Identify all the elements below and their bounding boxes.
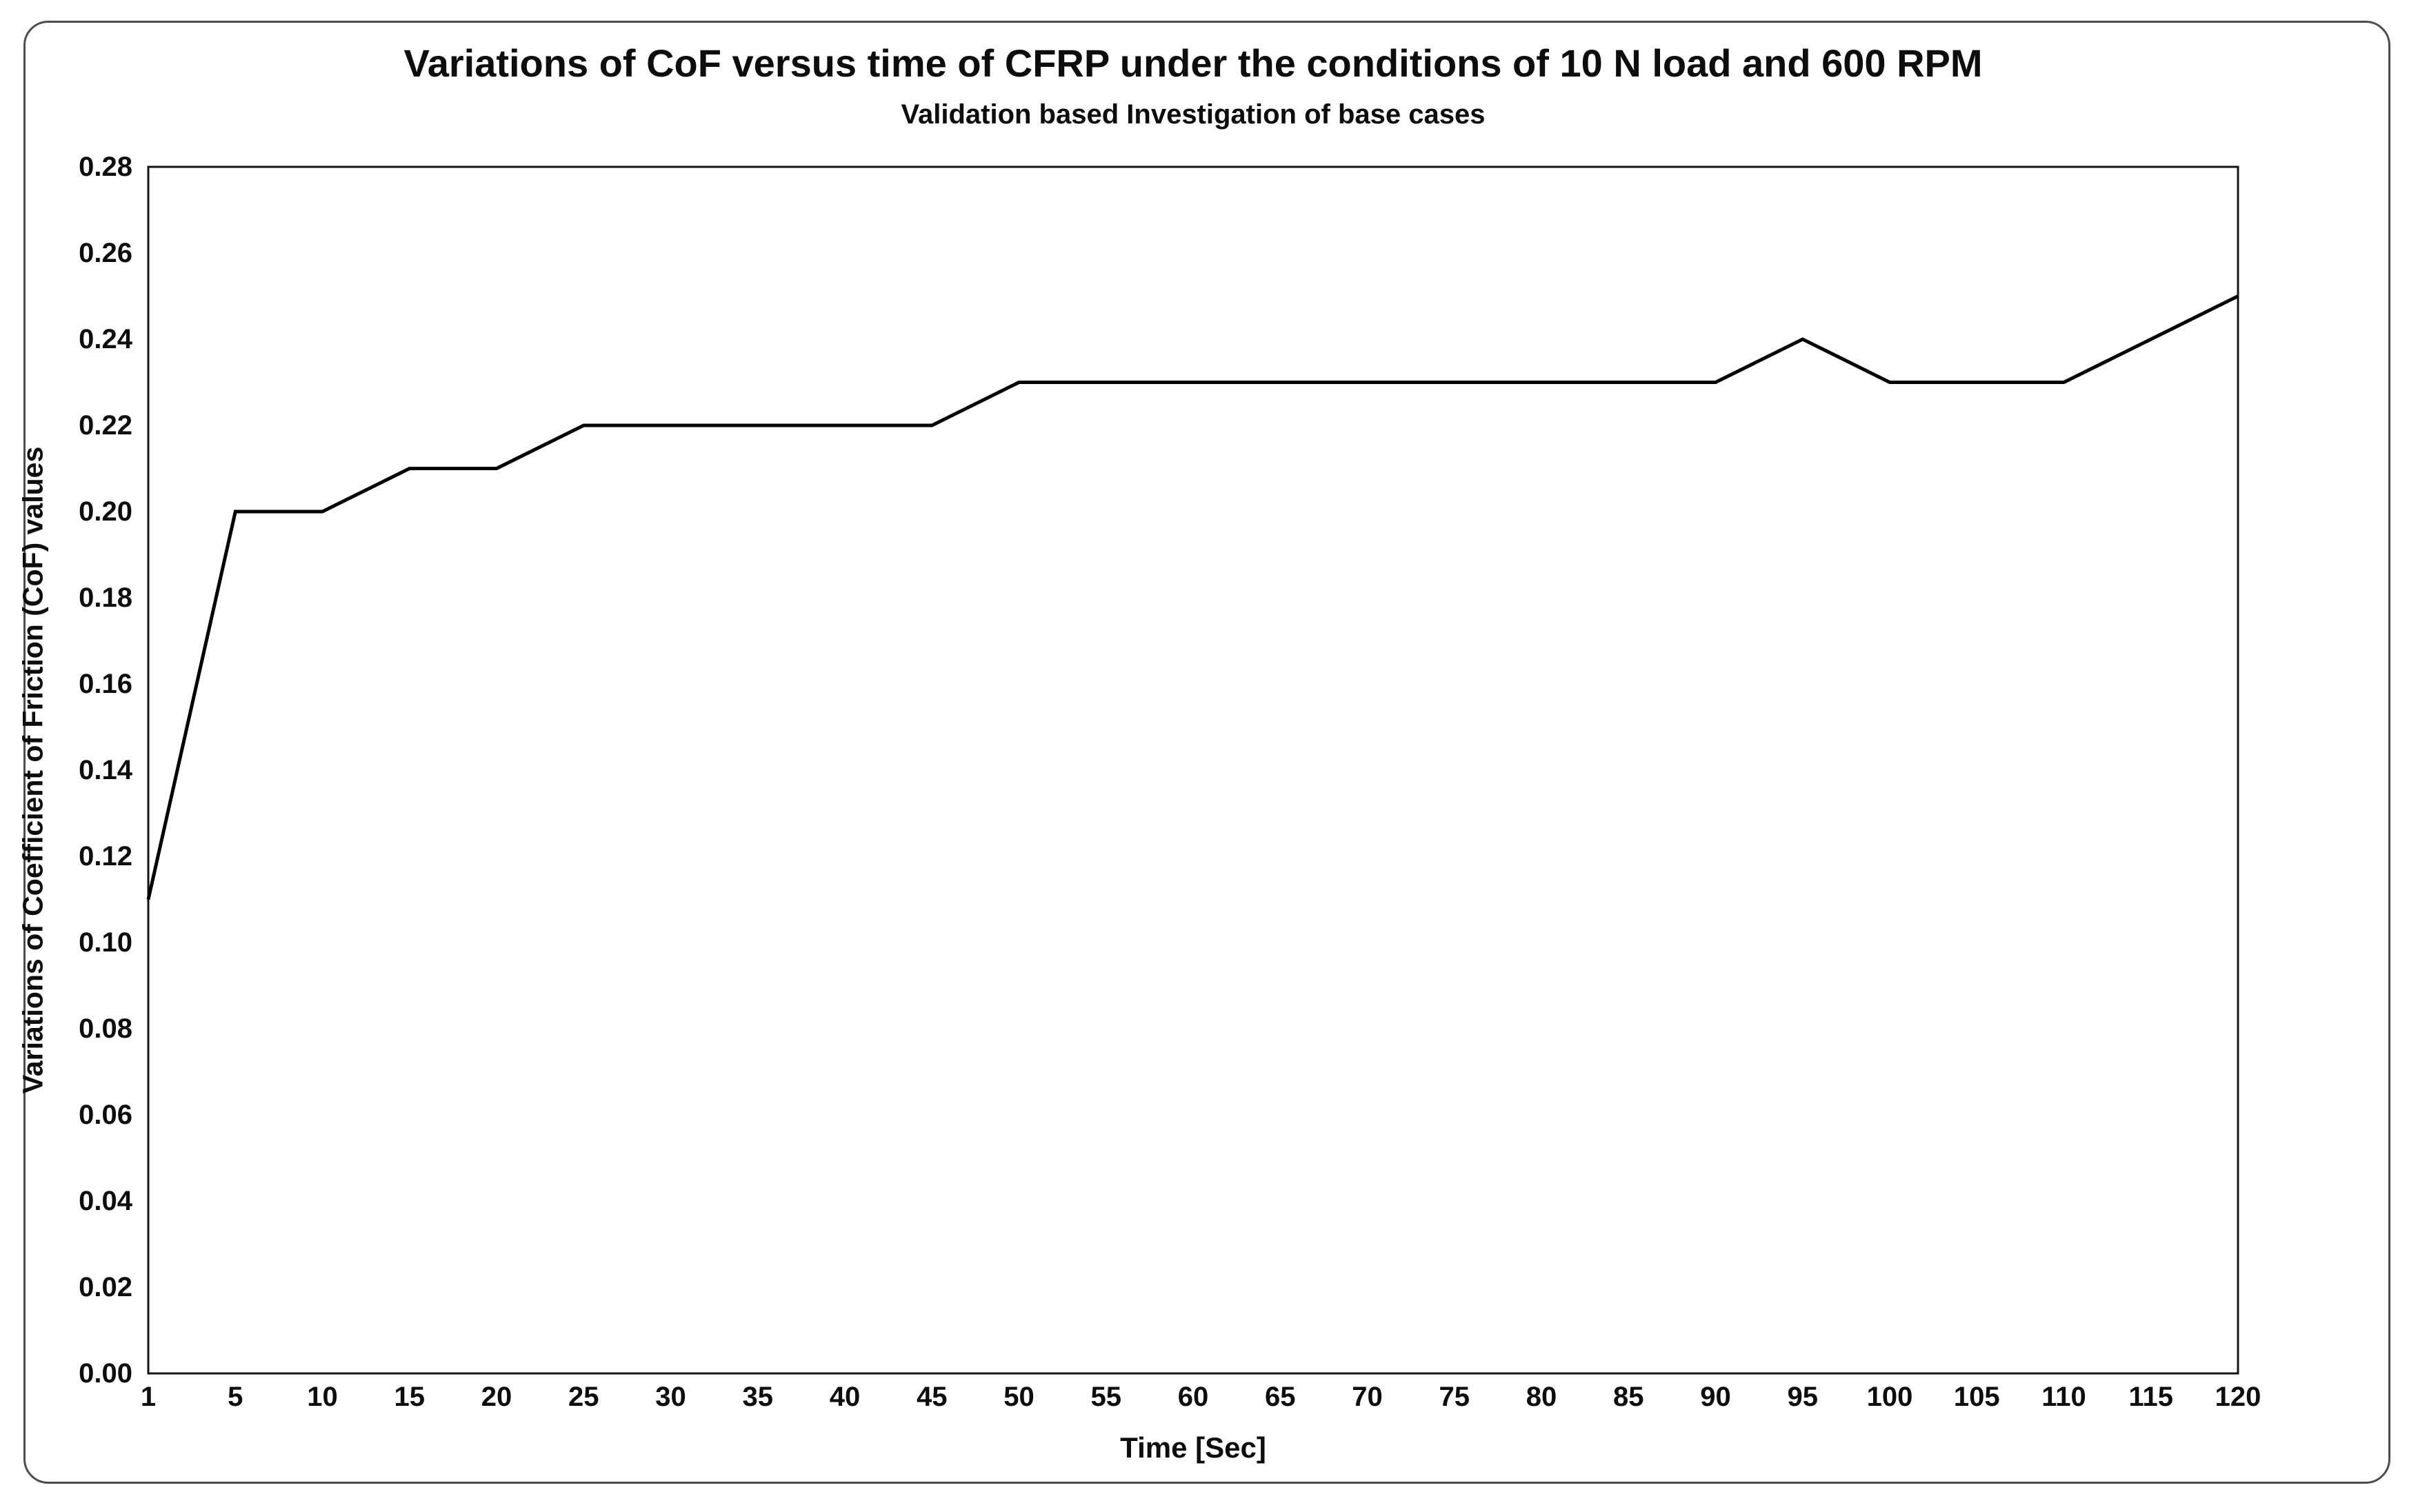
y-tick-label: 0.04 [79,1186,132,1216]
x-tick-label: 85 [1613,1382,1644,1412]
plot-border [147,165,2239,1375]
x-tick-label: 70 [1352,1382,1383,1412]
cof-line-series [146,294,2239,900]
x-axis-title: Time [Sec] [1120,1431,1266,1464]
x-tick-label: 75 [1439,1382,1470,1412]
y-tick-label: 0.16 [79,669,132,699]
x-tick-label: 50 [1003,1382,1035,1412]
y-tick-label: 0.14 [79,755,132,785]
y-tick-label: 0.08 [79,1014,132,1044]
x-tick-label: 10 [307,1382,338,1412]
x-tick-label: 115 [2128,1382,2174,1412]
x-tick-label: 105 [1953,1382,2000,1412]
x-tick-label: 35 [742,1382,774,1412]
x-tick-label: 15 [394,1382,426,1412]
x-tick-label: 40 [829,1382,861,1412]
x-tick-label: 5 [228,1382,243,1412]
x-tick-label: 90 [1700,1382,1731,1412]
x-tick-label: 95 [1787,1382,1819,1412]
x-tick-label: 55 [1090,1382,1122,1412]
x-tick-label: 60 [1177,1382,1209,1412]
chart-subtitle: Validation based Investigation of base c… [901,99,1486,130]
y-tick-label: 0.26 [79,238,132,268]
x-tick-label: 80 [1526,1382,1557,1412]
y-tick-label: 0.06 [79,1100,132,1130]
y-tick-label: 0.12 [79,841,132,871]
x-tick-label: 20 [481,1382,512,1412]
x-tick-label: 30 [655,1382,686,1412]
chart-title: Variations of CoF versus time of CFRP un… [403,41,1983,85]
y-tick-label: 0.24 [79,324,132,354]
y-tick-label: 0.10 [79,927,132,958]
x-tick-label: 1 [140,1382,157,1412]
x-tick-label: 25 [568,1382,599,1412]
x-tick-label: 100 [1866,1382,1913,1412]
x-tick-label: 110 [2041,1382,2086,1412]
y-tick-label: 0.22 [79,410,132,441]
y-tick-label: 0.02 [79,1272,132,1302]
x-tick-label: 65 [1265,1382,1296,1412]
figure-border [23,21,2390,1484]
y-tick-label: 0.18 [79,583,132,613]
x-tick-label: 45 [917,1382,948,1412]
y-axis-title: Variations of Coefficient of Friction (C… [17,446,49,1094]
y-tick-label: 0.00 [79,1358,132,1389]
y-tick-label: 0.20 [79,496,132,527]
y-tick-label: 0.28 [79,152,132,182]
x-tick-label: 120 [2215,1382,2261,1412]
